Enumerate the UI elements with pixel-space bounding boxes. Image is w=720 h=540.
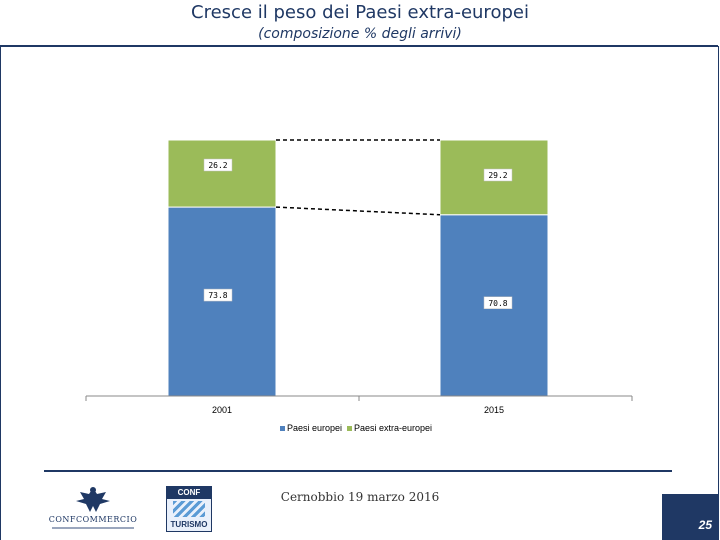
data-label-paesi-extra-europei-2015: 29.2 xyxy=(488,171,507,180)
data-label-box-1-2001 xyxy=(203,158,233,172)
confcommercio-logo: CONFCOMMERCIO xyxy=(48,484,138,534)
header-divider xyxy=(0,45,718,47)
page-subtitle: (composizione % degli arrivi) xyxy=(258,26,462,42)
bar-paesi-europei-2001 xyxy=(167,206,277,397)
legend-label-paesi-extra-europei: Paesi extra-europei xyxy=(354,423,432,433)
series-line-0 xyxy=(275,206,441,216)
footer-location-date: Cernobbio 19 marzo 2016 xyxy=(280,490,440,504)
data-label-box-1-2015 xyxy=(483,168,513,182)
data-label-box-0-2001 xyxy=(203,288,233,302)
legend-label-paesi-europei: Paesi europei xyxy=(287,423,342,433)
page-number: 25 xyxy=(698,518,712,532)
eagle-emblem-icon xyxy=(76,487,110,512)
confcommercio-logo-text: CONFCOMMERCIO xyxy=(48,515,138,524)
page-title: Cresce il peso dei Paesi extra-europei xyxy=(191,2,529,23)
legend-swatch-paesi-extra-europei xyxy=(347,426,352,431)
conf-turismo-logo-bottom: TURISMO xyxy=(170,520,208,529)
legend-swatch-paesi-europei xyxy=(280,426,285,431)
x-tick-label-2001: 2001 xyxy=(212,405,232,415)
conf-turismo-logo: CONF TURISMO xyxy=(166,486,212,532)
conf-turismo-logo-stripe xyxy=(173,501,205,517)
conf-turismo-logo-top: CONF xyxy=(167,487,211,499)
bar-paesi-extra-europei-2001 xyxy=(167,139,277,208)
x-tick-label-2015: 2015 xyxy=(484,405,504,415)
data-label-paesi-europei-2001: 73.8 xyxy=(208,291,227,300)
stacked-bar-chart: 2001 2015 73.8 26.2 70.8 29.2 Paesi europei Pae… xyxy=(85,139,633,433)
footer-divider xyxy=(44,470,672,472)
data-label-box-0-2015 xyxy=(483,296,513,310)
data-label-paesi-europei-2015: 70.8 xyxy=(488,299,507,308)
page-number-badge: 25 xyxy=(662,494,718,540)
data-label-paesi-extra-europei-2001: 26.2 xyxy=(208,161,227,170)
frame-right-border xyxy=(718,46,719,540)
confcommercio-logo-underline xyxy=(52,527,134,529)
frame-left-border xyxy=(0,46,1,540)
